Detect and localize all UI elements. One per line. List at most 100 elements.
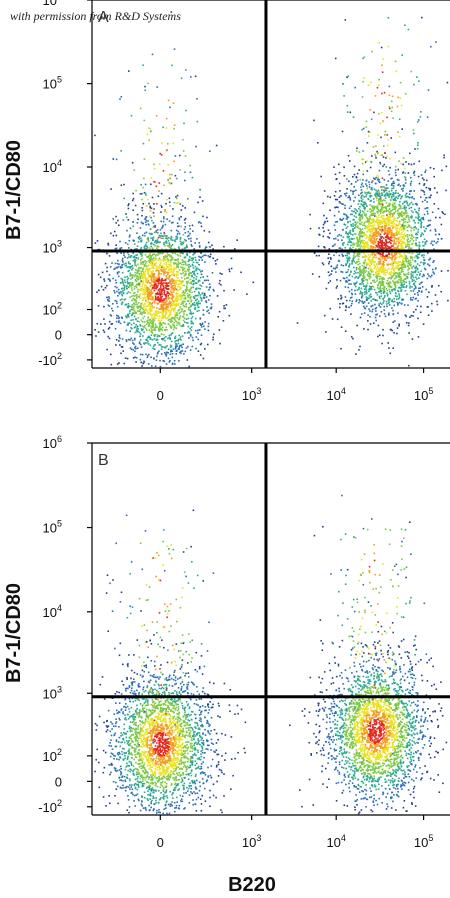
data-point [121,346,124,348]
data-point [313,252,316,254]
data-point [355,272,357,274]
data-point [375,228,378,231]
data-point [368,186,371,188]
data-point [133,343,135,345]
data-point [422,256,425,259]
data-point [140,267,143,269]
data-point [149,308,152,310]
data-point [417,228,420,231]
data-point [172,295,174,297]
data-point [176,235,178,237]
data-point [392,321,395,323]
data-point [165,335,167,338]
data-point [176,233,179,235]
data-point [119,282,122,284]
data-point [201,322,204,325]
data-point [381,64,383,66]
data-point [382,189,385,192]
data-point [394,283,396,285]
data-point [421,200,424,203]
data-point [173,309,176,311]
data-point [396,298,398,300]
data-point [142,290,145,293]
data-point [363,56,366,58]
data-point [194,308,196,310]
data-point [392,261,395,264]
data-point [383,191,385,193]
data-point [363,328,365,330]
data-point [160,324,162,326]
data-point [192,258,194,261]
data-point [424,199,426,202]
data-point [372,260,374,263]
data-point [431,240,433,243]
data-point [170,11,173,13]
data-point [151,53,154,56]
data-point [381,192,383,194]
data-point [173,313,176,316]
data-point [154,282,156,285]
data-point [118,334,121,337]
data-point [181,301,183,304]
data-point [100,285,103,288]
data-point [146,293,149,295]
data-point [359,219,361,222]
data-point [433,248,435,250]
data-point [147,82,149,85]
data-point [202,215,204,218]
data-point [381,226,384,229]
data-point [147,279,150,282]
data-point [160,279,163,281]
data-point [392,195,395,198]
data-point [195,295,197,297]
data-point [182,325,185,327]
data-point [179,252,182,255]
data-point [195,288,197,290]
data-point [199,323,201,325]
data-point [369,192,372,194]
data-point [175,294,178,297]
data-point [116,272,119,275]
data-point [170,297,173,300]
data-point [158,288,161,290]
data-point [174,288,177,291]
data-point [117,259,119,262]
data-point [371,230,374,232]
data-point [382,217,385,219]
data-point [386,218,388,220]
data-point [416,257,419,260]
data-point [156,245,158,247]
data-point [176,322,179,324]
data-point [134,248,136,250]
data-point [168,334,171,337]
data-point [190,243,193,246]
data-point [138,283,141,285]
data-point [339,219,342,221]
data-point [338,210,340,213]
data-point [377,221,380,223]
data-point [378,303,380,305]
data-point [393,300,396,303]
data-point [329,196,331,198]
data-point [165,268,168,270]
data-point [140,306,142,308]
data-point [125,213,127,215]
data-point [405,246,407,248]
data-point [380,198,382,201]
data-point [401,264,403,266]
data-point [399,135,401,138]
data-point [360,272,362,274]
data-point [208,283,211,285]
data-point [151,307,154,309]
data-point [164,353,167,356]
data-point [139,281,142,283]
data-point [341,271,344,273]
data-point [336,264,339,266]
data-point [157,289,160,292]
data-point [372,298,374,301]
data-point [403,273,405,275]
data-point [369,264,372,267]
data-point [198,309,200,312]
data-point [167,291,169,294]
data-point [407,269,409,271]
